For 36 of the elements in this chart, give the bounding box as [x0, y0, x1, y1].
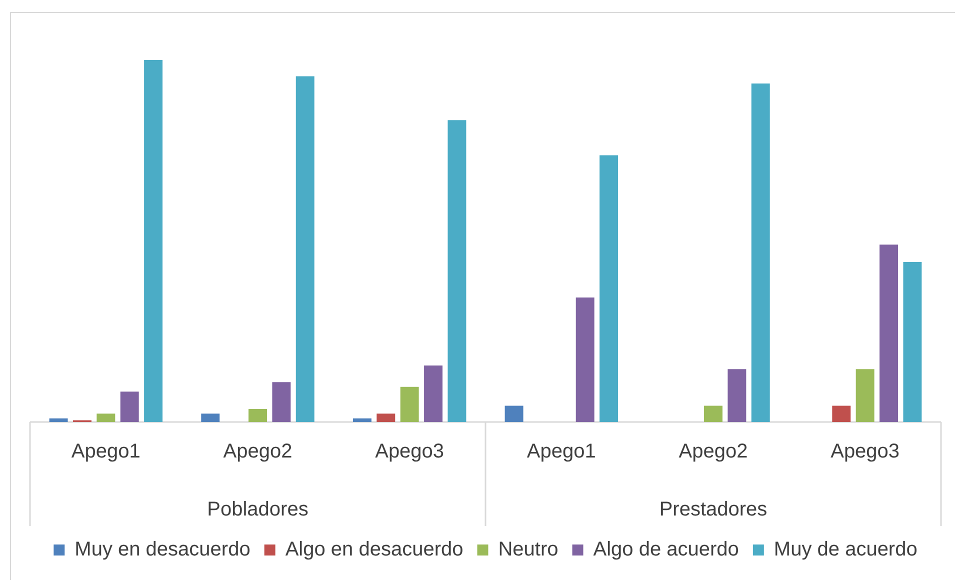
bar — [751, 84, 770, 422]
bar — [144, 60, 163, 422]
legend-label: Neutro — [498, 538, 558, 561]
bar — [272, 382, 291, 422]
text: Pobladores — [207, 498, 308, 521]
bar — [728, 369, 746, 422]
bar — [832, 406, 851, 422]
bar — [120, 392, 139, 422]
legend-label: Muy de acuerdo — [774, 538, 918, 561]
x-tick-label: Apego2 — [678, 440, 748, 463]
x-tick-label: Apego1 — [526, 440, 596, 463]
bar — [296, 76, 314, 422]
bar — [856, 369, 874, 422]
legend-label: Muy en desacuerdo — [74, 538, 250, 561]
x-tick-label: Apego3 — [375, 440, 444, 463]
x-tick-label: Apego1 — [71, 440, 140, 463]
bar — [376, 414, 396, 422]
text: Prestadores — [659, 498, 768, 521]
x-tick-label: Apego2 — [223, 440, 292, 463]
bar — [903, 262, 922, 422]
bar — [400, 386, 419, 422]
bar — [96, 414, 116, 422]
bar — [201, 414, 220, 422]
bar — [248, 408, 267, 422]
x-tick-label: Apego3 — [830, 440, 900, 463]
bar — [504, 406, 524, 422]
bar — [600, 155, 618, 422]
legend-label: Algo en desacuerdo — [285, 538, 464, 561]
bar — [49, 418, 68, 422]
bar — [576, 297, 594, 422]
bar — [448, 120, 466, 422]
bar — [352, 418, 372, 422]
bar — [704, 406, 722, 422]
bar — [424, 366, 443, 422]
bar — [880, 244, 898, 422]
legend-label: Algo de acuerdo — [593, 538, 739, 561]
